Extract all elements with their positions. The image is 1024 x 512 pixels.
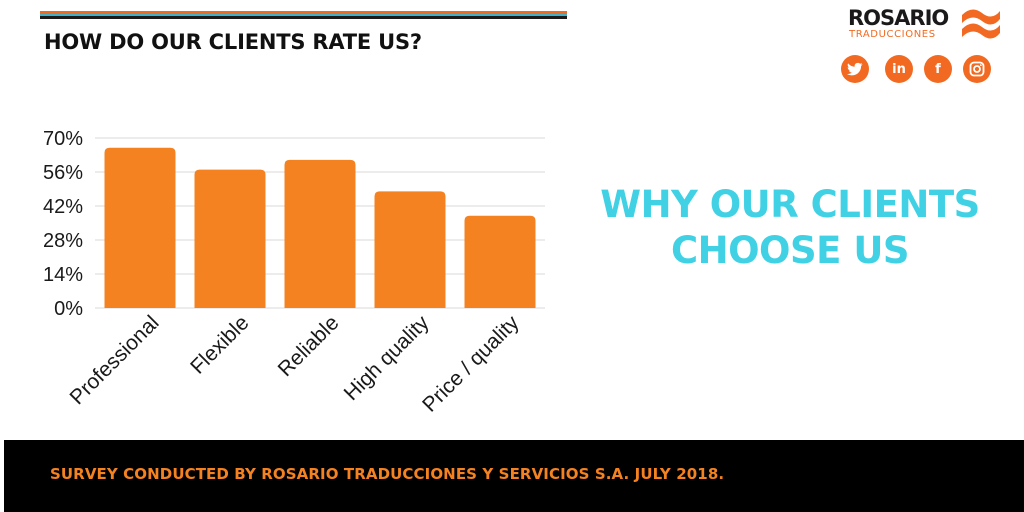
x-tick-label: Professional — [66, 311, 164, 409]
y-tick-label: 14% — [43, 264, 83, 286]
y-axis-ticks: 0% 14% 28% 42% 56% 70% — [43, 128, 83, 320]
y-tick-label: 70% — [43, 128, 83, 150]
headline-line-2: CHOOSE US — [670, 229, 910, 272]
brand-name: ROSARIO — [848, 6, 949, 30]
x-tick-label: Price / quality — [418, 311, 524, 417]
y-tick-label: 56% — [43, 162, 83, 184]
instagram-icon[interactable] — [963, 55, 991, 83]
x-tick-label: Reliable — [274, 311, 344, 381]
facebook-icon[interactable]: f — [924, 55, 952, 83]
brand-subtitle: TRADUCCIONES — [849, 29, 936, 40]
bar — [284, 159, 356, 308]
bar — [104, 147, 176, 308]
headline: WHY OUR CLIENTS CHOOSE US — [590, 182, 990, 274]
orange-stripe — [40, 11, 567, 14]
brand-mark-icon — [962, 9, 1000, 39]
bar-chart: 0% 14% 28% 42% 56% 70% Professional Flexible Re… — [43, 128, 545, 417]
y-tick-label: 0% — [54, 298, 83, 320]
y-tick-label: 42% — [43, 196, 83, 218]
bar — [374, 191, 446, 308]
bar — [194, 169, 266, 308]
twitter-icon[interactable] — [841, 55, 869, 83]
survey-credit: SURVEY CONDUCTED BY ROSARIO TRADUCCIONES… — [50, 465, 725, 483]
brand-logo-block[interactable]: ROSARIO TRADUCCIONES — [848, 6, 1004, 46]
instagram-glyph — [969, 61, 985, 77]
facebook-glyph: f — [935, 61, 941, 77]
header-stripes — [40, 11, 567, 19]
linkedin-glyph: in — [892, 61, 906, 77]
page-title: HOW DO OUR CLIENTS RATE US? — [44, 30, 422, 54]
y-tick-label: 28% — [43, 230, 83, 252]
x-tick-label: High quality — [340, 311, 434, 405]
headline-line-1: WHY OUR CLIENTS — [600, 183, 980, 226]
x-tick-label: Flexible — [186, 311, 253, 378]
bars — [104, 147, 536, 308]
bar — [464, 215, 536, 308]
footer-bar: SURVEY CONDUCTED BY ROSARIO TRADUCCIONES… — [4, 440, 1024, 512]
linkedin-icon[interactable]: in — [885, 55, 913, 83]
blue-stripe — [40, 14, 567, 16]
social-links: in f — [841, 55, 996, 83]
dark-stripe — [40, 16, 567, 19]
twitter-glyph — [847, 62, 863, 76]
